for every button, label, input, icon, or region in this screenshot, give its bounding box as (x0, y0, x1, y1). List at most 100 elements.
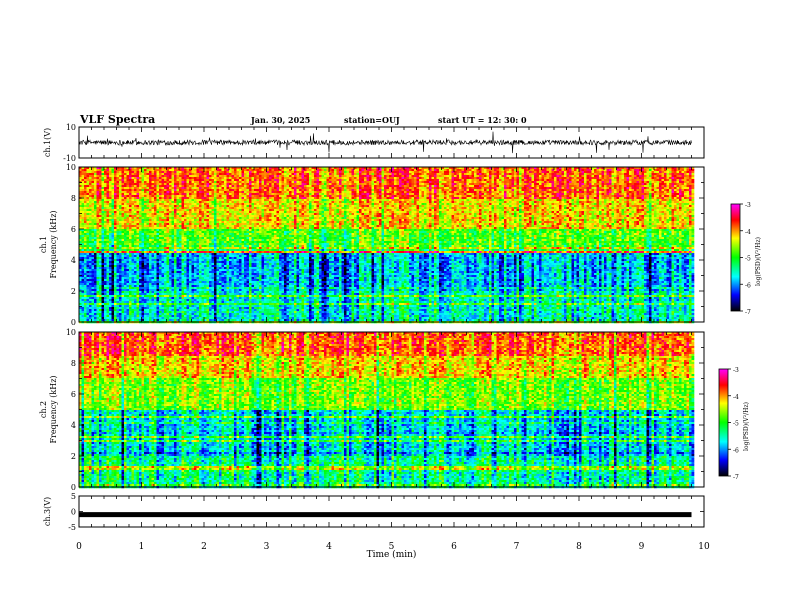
psd-cell (174, 201, 177, 204)
psd-cell (634, 183, 637, 186)
psd-cell (234, 191, 237, 194)
psd-cell (84, 171, 87, 174)
psd-cell (319, 193, 322, 196)
psd-cell (369, 197, 372, 200)
psd-cell (154, 169, 157, 172)
psd-cell (374, 167, 377, 170)
psd-cell (469, 199, 472, 202)
psd-cell (526, 181, 530, 184)
psd-cell (646, 179, 650, 182)
psd-cell (354, 169, 357, 172)
psd-cell (476, 191, 480, 194)
psd-cell (534, 181, 537, 184)
psd-cell (511, 175, 515, 178)
psd-cell (396, 171, 400, 174)
psd-cell (154, 205, 157, 208)
psd-cell (421, 175, 425, 178)
psd-cell (659, 181, 662, 184)
psd-cell (96, 193, 100, 196)
psd-cell (236, 199, 240, 202)
psd-cell (166, 191, 170, 194)
psd-cell (129, 185, 132, 188)
psd-cell (664, 177, 667, 180)
psd-cell (341, 173, 345, 176)
psd-cell (244, 201, 247, 204)
psd-cell (104, 183, 107, 186)
psd-cell (671, 171, 675, 174)
psd-cell (276, 183, 280, 186)
psd-cell (411, 173, 415, 176)
psd-cell (509, 205, 512, 208)
psd-cell (446, 183, 450, 186)
psd-cell (429, 183, 432, 186)
psd-cell (501, 173, 505, 176)
psd-cell (476, 175, 480, 178)
psd-cell (561, 181, 565, 184)
psd-cell (596, 181, 600, 184)
psd-cell (276, 191, 280, 194)
psd-cell (474, 171, 477, 174)
psd-cell (664, 175, 667, 178)
psd-cell (144, 171, 147, 174)
psd-cell (181, 205, 185, 208)
psd-cell (529, 167, 532, 170)
psd-cell (426, 195, 430, 198)
psd-cell (389, 185, 392, 188)
psd-cell (556, 195, 560, 198)
psd-cell (529, 187, 532, 190)
psd-cell (659, 167, 662, 170)
psd-cell (681, 193, 685, 196)
psd-cell (151, 197, 155, 200)
psd-cell (401, 197, 405, 200)
psd-cell (361, 197, 365, 200)
psd-cell (129, 181, 132, 184)
psd-cell (551, 189, 555, 192)
psd-cell (669, 179, 672, 182)
psd-cell (389, 187, 392, 190)
psd-cell (109, 189, 112, 192)
psd-cell (406, 181, 410, 184)
psd-cell (571, 167, 575, 170)
psd-cell (499, 177, 502, 180)
psd-cell (331, 181, 335, 184)
psd-cell (546, 175, 550, 178)
psd-cell (454, 187, 457, 190)
psd-cell (84, 187, 87, 190)
psd-cell (376, 171, 380, 174)
psd-cell (251, 185, 255, 188)
psd-cell (306, 175, 310, 178)
psd-cell (144, 197, 147, 200)
psd-cell (654, 171, 657, 174)
psd-cell (411, 205, 415, 208)
psd-cell (219, 203, 222, 206)
psd-cell (626, 179, 630, 182)
psd-cell (106, 185, 110, 188)
psd-cell (521, 189, 525, 192)
psd-cell (446, 189, 450, 192)
psd-cell (379, 187, 382, 190)
psd-cell (629, 167, 632, 170)
psd-cell (261, 179, 265, 182)
psd-cell (211, 169, 215, 172)
psd-cell (266, 203, 270, 206)
psd-cell (354, 175, 357, 178)
psd-cell (101, 185, 105, 188)
psd-cell (326, 193, 330, 196)
psd-cell (581, 197, 585, 200)
psd-cell (244, 205, 247, 208)
psd-cell (181, 171, 185, 174)
psd-cell (569, 205, 572, 208)
psd-cell (141, 187, 145, 190)
psd-cell (364, 177, 367, 180)
psd-cell (414, 199, 417, 202)
psd-cell (359, 189, 362, 192)
psd-cell (491, 201, 495, 204)
psd-cell (681, 201, 685, 204)
psd-cell (611, 191, 615, 194)
psd-cell (196, 179, 200, 182)
psd-cell (644, 187, 647, 190)
psd-cell (609, 201, 612, 204)
psd-cell (96, 187, 100, 190)
psd-cell (661, 177, 665, 180)
